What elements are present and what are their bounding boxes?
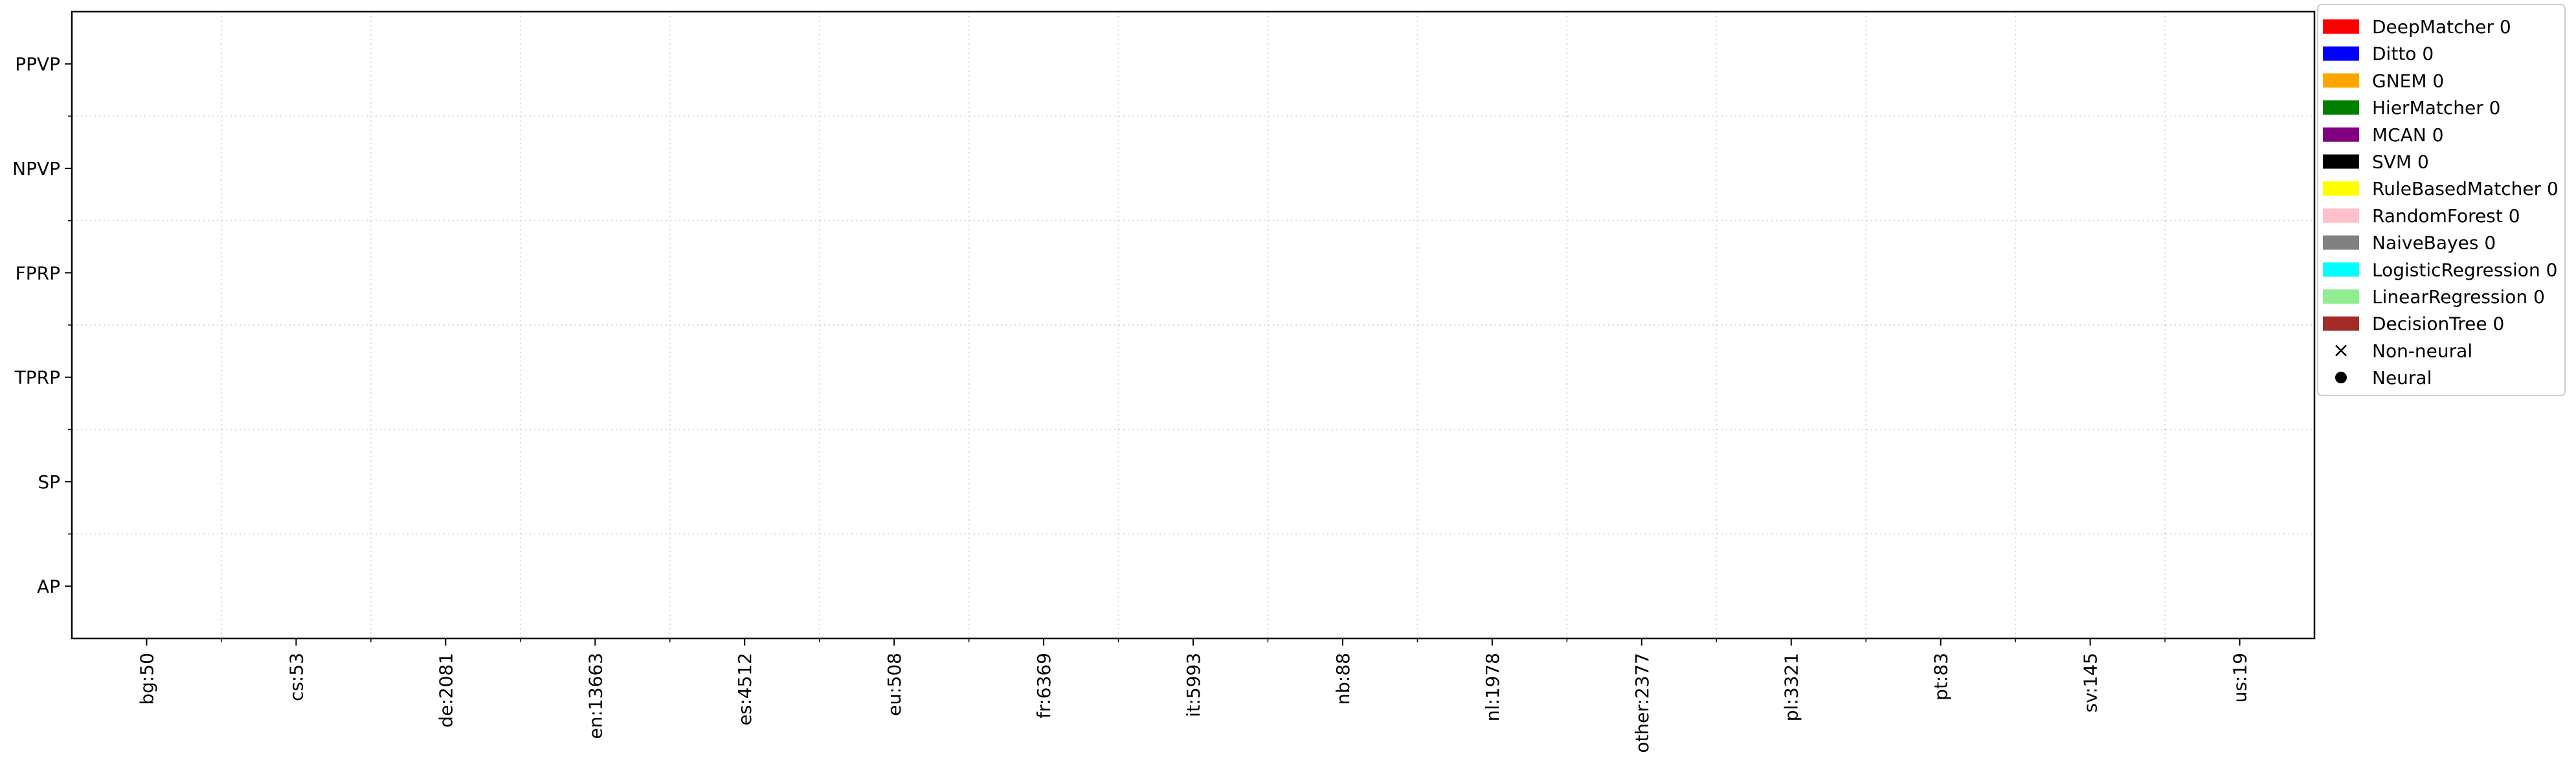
legend-swatch (2323, 289, 2359, 304)
x-tick-label: sv:145 (2080, 653, 2101, 713)
x-tick-label: bg:50 (136, 653, 157, 705)
legend-swatch (2323, 235, 2359, 250)
legend-label: MCAN 0 (2372, 124, 2444, 146)
legend: DeepMatcher 0 Ditto 0 GNEM 0 HierMatcher 0 M… (2317, 4, 2566, 396)
legend-label: NaiveBayes 0 (2372, 232, 2496, 254)
legend-swatch (2323, 154, 2359, 169)
legend-label: SVM 0 (2372, 152, 2429, 173)
legend-swatch (2323, 316, 2359, 331)
legend-label: LinearRegression 0 (2372, 286, 2545, 308)
legend-label: Non-neural (2372, 340, 2472, 361)
legend-label: LogisticRegression 0 (2372, 259, 2557, 280)
legend-marker-x (2335, 344, 2347, 357)
legend-marker-circle (2335, 372, 2347, 384)
x-tick-label: other:2377 (1631, 653, 1653, 753)
grid-lines (72, 12, 2314, 638)
legend-swatch (2323, 181, 2359, 196)
y-tick-label: NPVP (12, 158, 60, 179)
legend-swatch (2323, 262, 2359, 277)
y-tick-label: AP (37, 576, 60, 597)
x-tick-label: pl:3321 (1781, 653, 1802, 721)
x-tick-label: de:2081 (435, 653, 456, 728)
legend-swatch (2323, 127, 2359, 142)
x-tick-label: us:19 (2230, 653, 2251, 703)
y-tick-label: PPVP (15, 54, 60, 75)
x-tick-label: nl:1978 (1482, 653, 1503, 721)
legend-label: HierMatcher 0 (2372, 97, 2500, 118)
legend-label: Ditto 0 (2372, 43, 2434, 65)
x-tick-label: cs:53 (286, 653, 307, 701)
legend-label: RandomForest 0 (2372, 205, 2520, 227)
x-tick-label: nb:88 (1332, 653, 1354, 705)
legend-label: RuleBasedMatcher 0 (2372, 178, 2559, 199)
x-axis-ticks: bg:50 cs:53 de:2081 en:13663 es:4512 eu:508 fr… (136, 638, 2251, 753)
legend-swatch (2323, 73, 2359, 88)
legend-swatch (2323, 19, 2359, 34)
y-tick-label: FPRP (16, 262, 60, 284)
x-tick-label: fr:6369 (1033, 653, 1055, 719)
legend-swatch (2323, 46, 2359, 61)
x-tick-label: eu:508 (884, 653, 905, 716)
y-tick-label: TPRP (14, 367, 60, 389)
legend-label: DecisionTree 0 (2372, 313, 2504, 335)
legend-label: Neural (2372, 367, 2432, 389)
legend-swatch (2323, 208, 2359, 223)
x-tick-label: es:4512 (734, 653, 756, 726)
y-tick-label: SP (38, 471, 60, 493)
x-tick-label: en:13663 (585, 653, 606, 739)
legend-label: GNEM 0 (2372, 70, 2444, 91)
legend-box (2317, 4, 2566, 396)
y-axis-ticks: PPVP NPVP FPRP TPRP SP AP (12, 54, 72, 597)
x-tick-label: pt:83 (1931, 653, 1952, 701)
x-tick-label: it:5993 (1183, 653, 1204, 717)
legend-label: DeepMatcher 0 (2372, 16, 2511, 38)
legend-swatch (2323, 100, 2359, 115)
legend-marker-x-stroke (2335, 344, 2347, 357)
